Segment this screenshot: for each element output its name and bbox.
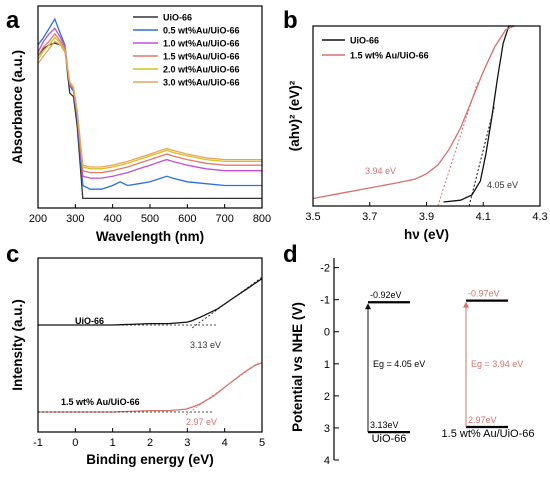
annotation-b-1: 4.05 eV xyxy=(487,180,518,190)
series-label-c-0: UiO-66 xyxy=(75,316,104,326)
y-tick-label-d-6: 4 xyxy=(324,455,330,467)
series-line-5 xyxy=(37,40,262,168)
eg-label-1: Eg = 3.94 eV xyxy=(471,359,523,369)
legend-label-b-0: UiO-66 xyxy=(350,36,379,46)
tangent-b-0 xyxy=(468,105,496,207)
x-axis-label-b: hν (eV) xyxy=(404,227,449,242)
legend-label-a-5: 3.0 wt%Au/UiO-66 xyxy=(163,78,240,88)
series-line-b-0 xyxy=(443,25,515,203)
panel-label-c: c xyxy=(6,241,19,268)
panel-label-b: b xyxy=(283,7,298,34)
series-line-1 xyxy=(37,17,262,190)
legend-label-a-0: UiO-66 xyxy=(163,13,192,23)
y-tick-label-d-2: 0 xyxy=(324,327,330,339)
vb-label-0: 3.13eV xyxy=(370,420,399,430)
series-line-3 xyxy=(37,32,262,174)
cb-label-1: -0.97eV xyxy=(468,289,500,299)
eg-label-0: Eg = 4.05 eV xyxy=(373,359,425,369)
plot-frame-a xyxy=(37,5,263,209)
x-tick-label-a-5: 700 xyxy=(215,213,233,225)
vb-label-1: 2.97eV xyxy=(468,415,497,425)
x-tick-label-c-4: 3 xyxy=(184,437,190,449)
cb-label-0: -0.92eV xyxy=(370,290,402,300)
annotation-c-0: 3.13 eV xyxy=(190,340,221,350)
y-axis-label-a: Absorbance (a.u.) xyxy=(10,50,25,164)
series-label-c-1: 1.5 wt% Au/UiO-66 xyxy=(61,397,140,407)
x-tick-label-b-3: 4.1 xyxy=(476,211,491,223)
x-tick-label-c-5: 4 xyxy=(222,437,228,449)
legend-label-a-3: 1.5 wt%Au/UiO-66 xyxy=(163,52,240,62)
x-axis-label-a: Wavelength (nm) xyxy=(96,229,204,244)
y-tick-label-d-5: 3 xyxy=(324,423,330,435)
y-tick-label-d-3: 1 xyxy=(324,359,330,371)
x-tick-label-a-3: 500 xyxy=(141,213,159,225)
x-tick-label-b-2: 3.9 xyxy=(419,211,434,223)
y-axis-label-c: Intensity (a.u.) xyxy=(10,299,25,391)
annotation-c-1: 2.97 eV xyxy=(186,417,217,427)
y-tick-label-d-4: 2 xyxy=(324,391,330,403)
x-tick-label-b-1: 3.7 xyxy=(362,211,377,223)
x-tick-label-a-4: 600 xyxy=(178,213,196,225)
series-line-4 xyxy=(37,36,262,170)
x-tick-label-b-0: 3.5 xyxy=(305,211,320,223)
legend-label-b-1: 1.5 wt% Au/UiO-66 xyxy=(350,51,429,61)
tangent-b-1 xyxy=(437,82,479,207)
material-label-d-0: UiO-66 xyxy=(372,433,407,445)
gap-arrowhead-0 xyxy=(365,303,371,310)
x-tick-label-c-2: 1 xyxy=(110,437,116,449)
x-tick-label-c-1: 0 xyxy=(72,437,78,449)
panel-d: -2 -1 0 1 2 3 4 Potential vs NHE (V) -0.92eV 3.13… xyxy=(290,258,534,467)
x-tick-label-c-0: -1 xyxy=(33,437,43,449)
panel-label-d: d xyxy=(283,241,298,268)
legend-label-a-2: 1.0 wt%Au/UiO-66 xyxy=(163,39,240,49)
y-tick-label-d-1: -1 xyxy=(320,295,330,307)
gap-arrowhead-1 xyxy=(463,301,469,308)
x-tick-label-a-0: 200 xyxy=(29,213,47,225)
y-axis-label-d: Potential vs NHE (V) xyxy=(290,302,305,432)
legend-label-a-1: 0.5 wt%Au/UiO-66 xyxy=(163,26,240,36)
series-line-2 xyxy=(37,27,262,179)
x-tick-label-a-2: 400 xyxy=(103,213,121,225)
x-axis-label-c: Binding energy (eV) xyxy=(86,452,214,467)
y-axis-label-b: (ahν)² (eV)² xyxy=(287,80,302,151)
x-tick-label-a-1: 300 xyxy=(66,213,84,225)
panel-label-a: a xyxy=(6,7,20,34)
fit-c-1 xyxy=(185,362,259,416)
panel-b: 3.5 3.7 3.9 4.1 4.3 hν (eV) (ahν)² (eV)² UiO-66… xyxy=(287,25,548,242)
x-tick-label-c-6: 5 xyxy=(259,437,265,449)
x-tick-label-a-6: 800 xyxy=(253,213,271,225)
series-line-b-1 xyxy=(312,25,515,200)
annotation-b-0: 3.94 eV xyxy=(365,166,396,176)
legend-label-a-4: 2.0 wt%Au/UiO-66 xyxy=(163,65,240,75)
panel-a: 200 300 400 500 600 700 800 Wavelength (nm) Abso… xyxy=(10,5,271,244)
panel-c: -1 0 1 2 3 4 5 Binding energy (eV) Intensity (a.… xyxy=(10,257,265,467)
x-tick-label-b-4: 4.3 xyxy=(532,211,547,223)
x-tick-label-c-3: 2 xyxy=(147,437,153,449)
material-label-d-1: 1.5 wt% Au/UiO-66 xyxy=(442,428,535,440)
y-tick-label-d-0: -2 xyxy=(320,263,330,275)
